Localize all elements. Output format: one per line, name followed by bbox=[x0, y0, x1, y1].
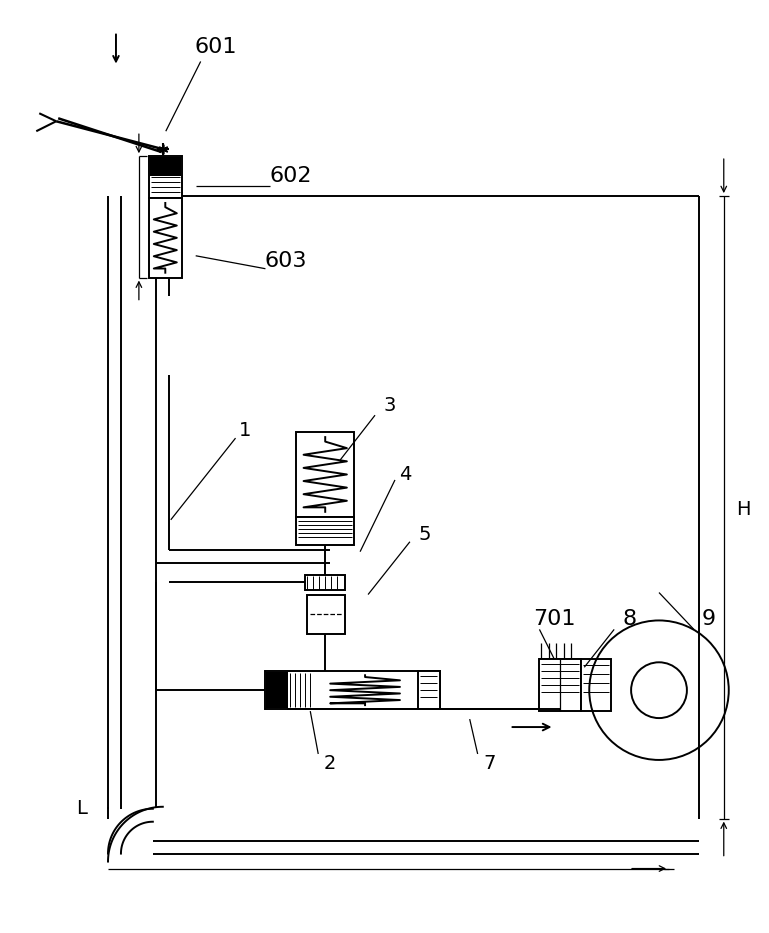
Bar bbox=[266, 673, 288, 708]
Bar bbox=[296, 432, 354, 517]
Bar bbox=[149, 156, 181, 198]
Text: 603: 603 bbox=[264, 251, 307, 271]
Bar bbox=[149, 198, 181, 278]
Bar bbox=[150, 157, 181, 176]
Text: 601: 601 bbox=[195, 36, 237, 57]
Text: 3: 3 bbox=[384, 396, 396, 415]
Text: 9: 9 bbox=[702, 609, 716, 630]
Text: L: L bbox=[75, 800, 87, 818]
Bar bbox=[418, 671, 440, 709]
Bar bbox=[265, 671, 440, 709]
Text: 7: 7 bbox=[484, 755, 496, 773]
Bar bbox=[308, 594, 345, 634]
Text: 5: 5 bbox=[418, 525, 431, 544]
Bar bbox=[581, 660, 611, 711]
Text: 8: 8 bbox=[622, 609, 636, 630]
Text: 701: 701 bbox=[533, 609, 576, 630]
Text: 4: 4 bbox=[399, 466, 411, 484]
Text: 1: 1 bbox=[239, 421, 251, 439]
Bar bbox=[296, 517, 354, 545]
Bar bbox=[539, 660, 581, 711]
Text: 2: 2 bbox=[324, 755, 336, 773]
Text: H: H bbox=[737, 500, 751, 520]
Bar bbox=[418, 673, 439, 708]
Bar bbox=[305, 575, 345, 590]
Text: 602: 602 bbox=[269, 166, 311, 186]
